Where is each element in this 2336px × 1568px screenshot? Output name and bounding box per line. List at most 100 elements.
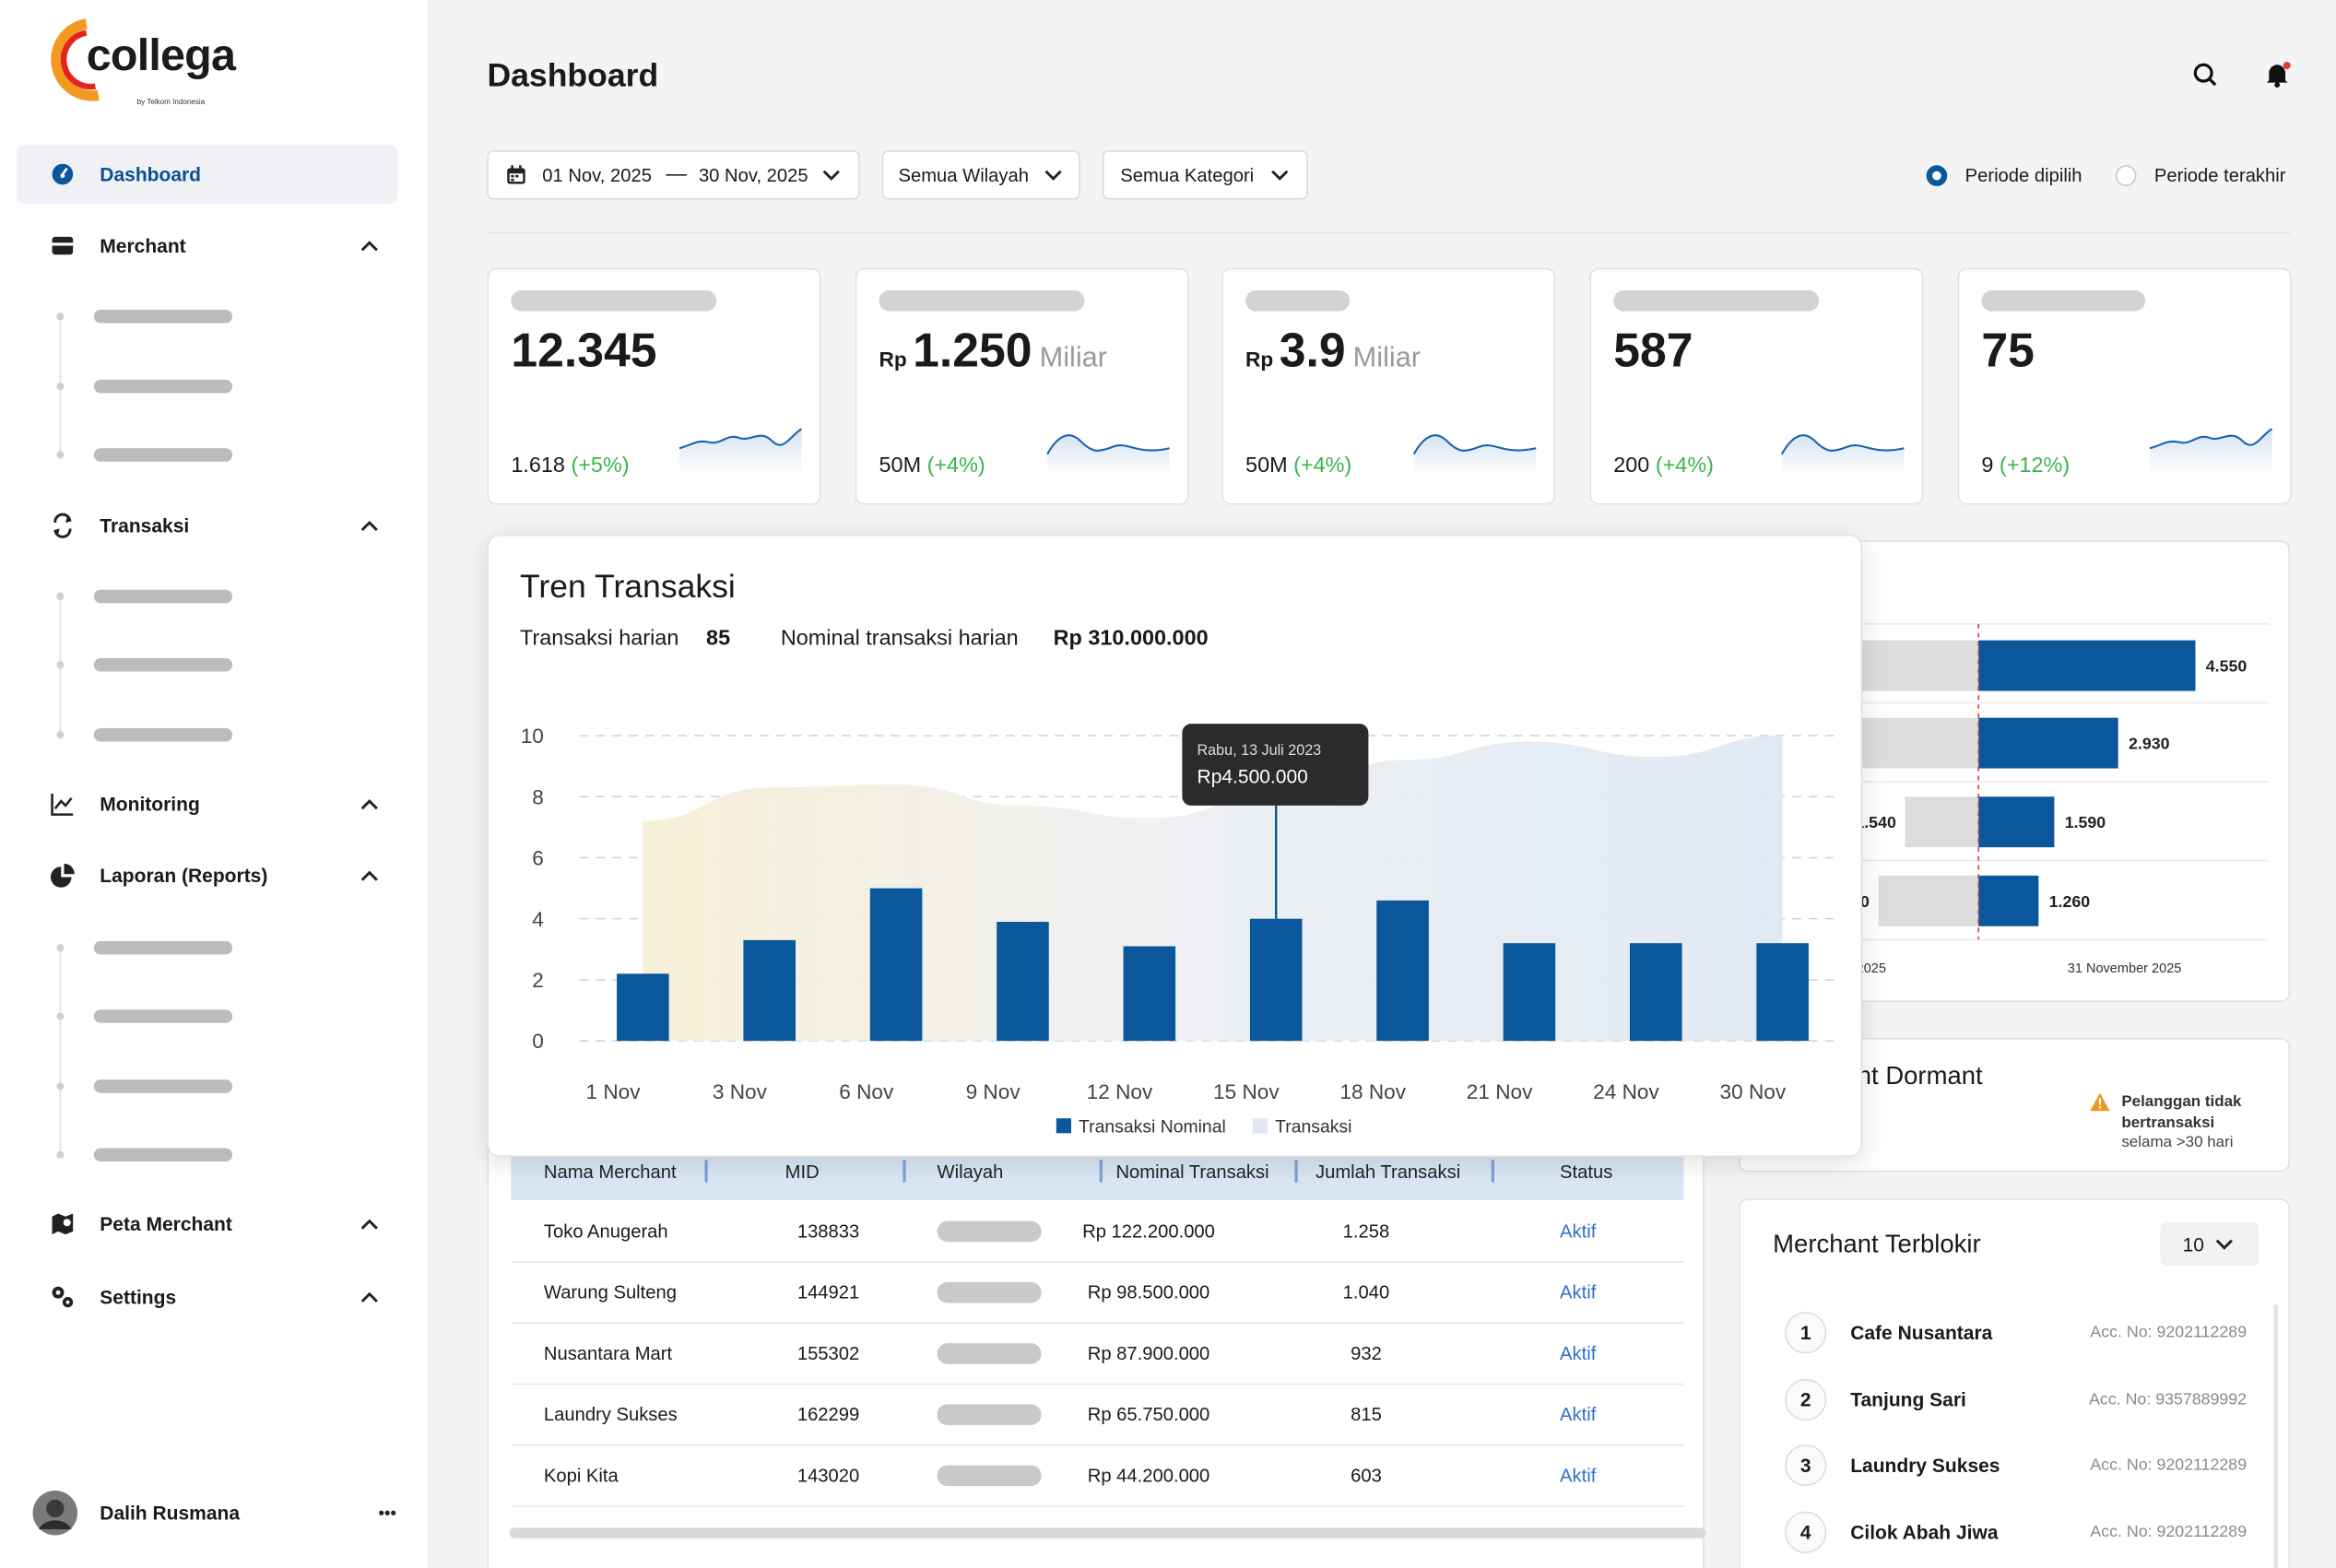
chevron	[1271, 170, 1289, 181]
chevron	[360, 241, 378, 252]
cell-name: Laundry Sukses	[543, 1404, 678, 1425]
submenu-dot	[56, 592, 65, 601]
radio-label[interactable]: Periode dipilih	[1964, 165, 2082, 186]
column-header[interactable]: Wilayah	[937, 1161, 1004, 1183]
bar	[1503, 943, 1556, 1042]
legend-label: Transaksi	[1275, 1117, 1351, 1138]
bar	[1905, 796, 1979, 848]
column-header[interactable]: MID	[785, 1161, 820, 1183]
kpi-card: 587 200 (+4%)	[1589, 267, 1924, 505]
menu-item[interactable]: Dashboard	[100, 162, 202, 186]
icon-part	[360, 520, 378, 532]
kpi-sub: 9	[1981, 454, 1994, 478]
cell-mid: 143020	[796, 1465, 860, 1487]
submenu-dot	[56, 944, 65, 952]
icon-part	[2098, 1098, 2102, 1105]
icon-part	[1271, 170, 1289, 181]
radio[interactable]	[1926, 165, 1948, 186]
date-end: 30 Nov, 2025	[698, 165, 808, 186]
filter-dropdown[interactable]	[881, 150, 1080, 200]
icon-part	[53, 516, 72, 535]
menu-icon	[51, 794, 74, 816]
icon-part	[384, 1510, 390, 1515]
submenu-skeleton	[93, 727, 233, 742]
menu-item[interactable]: Settings	[100, 1285, 177, 1309]
page-title: Dashboard	[487, 56, 659, 94]
page-size-dropdown[interactable]	[2160, 1222, 2259, 1267]
cell-nominal: Rp 87.900.000	[1087, 1343, 1210, 1364]
cell-name: Nusantara Mart	[543, 1343, 673, 1364]
sparkline	[678, 428, 803, 476]
icon-part	[1780, 434, 1905, 455]
cell-skeleton	[937, 1404, 1042, 1425]
icon-part	[515, 174, 519, 178]
icon-part	[2193, 63, 2213, 83]
icon-part	[2274, 82, 2281, 88]
icon-part	[50, 867, 72, 888]
tooltip-value: Rp4.500.000	[1197, 767, 1308, 788]
menu-item[interactable]: Transaksi	[100, 514, 190, 537]
kpi-sub: 50M	[1245, 454, 1288, 478]
icon-part	[509, 173, 524, 183]
kpi-sub-row: 9 (+12%)	[1981, 454, 2070, 478]
logo-mark	[51, 18, 100, 101]
cell-status[interactable]: Aktif	[1560, 1220, 1597, 1243]
menu-item[interactable]: Laporan (Reports)	[100, 864, 268, 887]
column-header[interactable]: Nominal Transaksi	[1115, 1161, 1269, 1183]
radio-label[interactable]: Periode terakhir	[2153, 165, 2286, 186]
column-separator	[704, 1160, 708, 1183]
submenu-dot	[56, 1150, 65, 1159]
icon-part	[360, 799, 378, 810]
menu-item[interactable]: Peta Merchant	[100, 1212, 232, 1235]
rank-badge	[1785, 1511, 1827, 1554]
icon-part	[2098, 1106, 2102, 1109]
icon-part	[46, 1499, 65, 1518]
icon-part	[60, 173, 65, 179]
kpi-sub: 1.618	[511, 454, 565, 478]
submenu-skeleton	[93, 448, 233, 462]
cell-status[interactable]: Aktif	[1560, 1281, 1597, 1303]
trend-chart: 0 2 4 6 8 10 1 Nov 3 Nov 6 Nov 9 Nov 12 Nov 15 Nov 1…	[521, 724, 1837, 1138]
chevron	[360, 1291, 378, 1303]
kpi-card: Rp 1.250 Miliar 50M (+4%)	[855, 267, 1189, 505]
icon-part	[2150, 429, 2272, 476]
kpi-card: 12.345 1.618 (+5%)	[487, 267, 821, 505]
cell-name: Warung Sulteng	[543, 1281, 678, 1303]
radio[interactable]	[2115, 165, 2137, 186]
rank-badge	[1785, 1312, 1827, 1354]
bar	[743, 939, 796, 1042]
icon-part	[511, 174, 514, 178]
skeleton	[511, 290, 717, 312]
submenu-dot	[56, 312, 65, 321]
kpi-value: 3.9	[1279, 323, 1346, 377]
cell-skeleton	[937, 1220, 1042, 1243]
bar	[997, 922, 1049, 1042]
blocked-title: Merchant Terblokir	[1773, 1230, 1981, 1259]
value-label: 1.260	[2049, 892, 2091, 911]
bar	[1249, 918, 1303, 1042]
column-header[interactable]: Status	[1560, 1161, 1613, 1183]
kpi-value: 1.250	[913, 323, 1032, 377]
merchant-name: Cilok Abah Jiwa	[1850, 1521, 1999, 1544]
column-separator	[1491, 1160, 1494, 1183]
column-header[interactable]: Nama Merchant	[543, 1161, 677, 1183]
menu-icon	[52, 1213, 74, 1235]
chart-title: Tren Transaksi	[520, 567, 736, 605]
icon-part	[511, 178, 514, 182]
cell-status[interactable]: Aktif	[1560, 1404, 1597, 1425]
skeleton	[1613, 290, 1820, 312]
sparkline	[1412, 434, 1537, 476]
bar	[1630, 943, 1682, 1042]
icon-part	[51, 794, 74, 816]
menu-item[interactable]: Merchant	[100, 234, 186, 257]
x-tick-label: 21 Nov	[1467, 1080, 1533, 1103]
menu-item[interactable]: Monitoring	[100, 793, 200, 816]
cell-status[interactable]: Aktif	[1560, 1343, 1597, 1364]
kpi-sub-row: 50M (+4%)	[1245, 454, 1351, 478]
cell-name: Kopi Kita	[543, 1465, 619, 1487]
filter-dropdown[interactable]	[1102, 150, 1308, 200]
column-header[interactable]: Jumlah Transaksi	[1315, 1161, 1461, 1183]
cell-status[interactable]: Aktif	[1560, 1465, 1597, 1487]
